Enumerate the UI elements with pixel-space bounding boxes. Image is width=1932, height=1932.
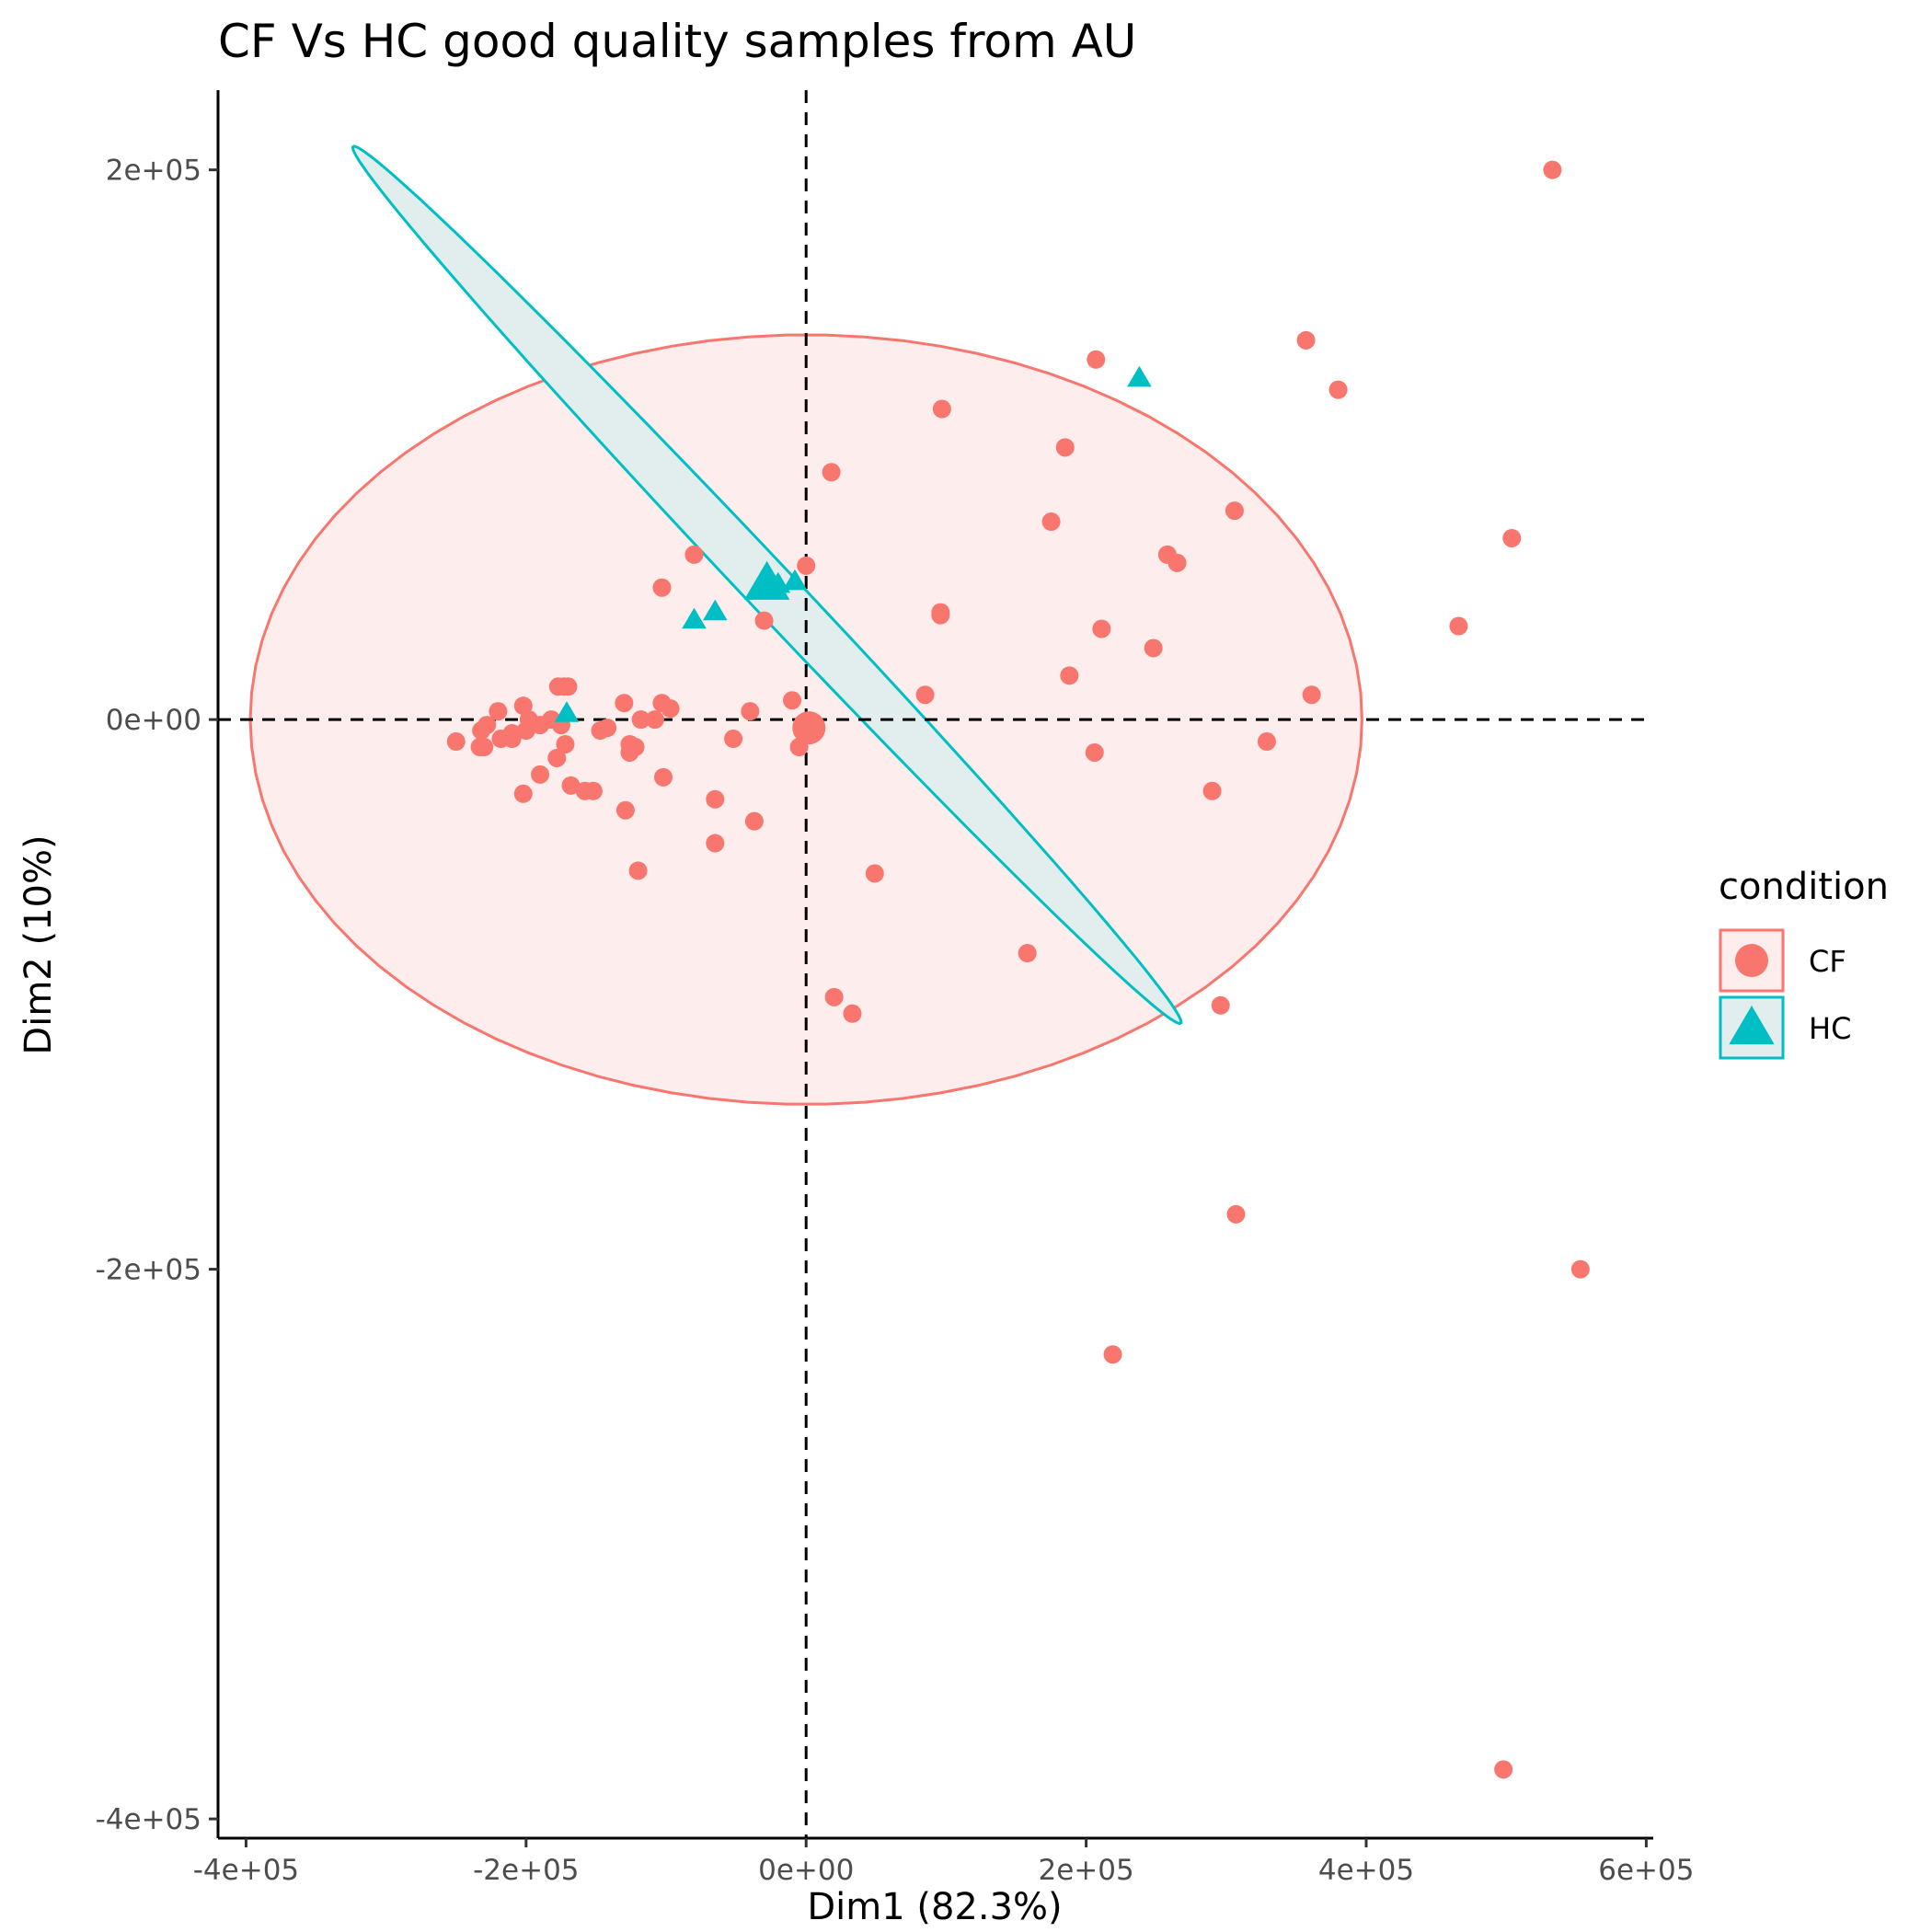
data-point-cf xyxy=(628,861,648,880)
data-point-cf xyxy=(1103,1345,1122,1364)
data-point-cf xyxy=(724,730,743,749)
y-tick-label: 0e+00 xyxy=(106,704,201,737)
data-point-cf xyxy=(822,463,841,482)
data-point-cf xyxy=(645,710,664,730)
reference-lines xyxy=(218,90,1653,1838)
x-tick-label: -4e+05 xyxy=(193,1854,299,1887)
x-tick-label: 6e+05 xyxy=(1598,1854,1694,1887)
legend-key-cf xyxy=(1719,928,1785,993)
data-point-cf xyxy=(1087,350,1106,369)
data-point-cf xyxy=(477,716,497,735)
x-axis-title: Dim1 (82.3%) xyxy=(807,1886,1062,1928)
data-point-cf xyxy=(653,767,673,787)
x-tick-label: 4e+05 xyxy=(1318,1854,1414,1887)
data-point-cf xyxy=(1211,995,1230,1015)
data-point-cf xyxy=(783,691,801,710)
data-point-cf xyxy=(556,735,575,754)
data-point-cf xyxy=(1055,438,1075,457)
data-point-cf xyxy=(626,737,645,756)
data-point-cf xyxy=(615,800,635,820)
legend-title: condition xyxy=(1719,866,1889,908)
legend-label-hc: HC xyxy=(1809,1011,1851,1046)
data-point-cf xyxy=(754,611,774,630)
data-point-cf xyxy=(1570,1259,1590,1279)
data-point-hc xyxy=(554,701,580,722)
axes: -4e+05 -2e+05 0e+00 2e+05 4e+05 6e+05 2e+05 0e+… xyxy=(96,90,1694,1887)
legend-symbol-cf xyxy=(1735,944,1768,977)
data-point-cf xyxy=(1144,638,1163,658)
data-point-cf xyxy=(706,789,725,809)
data-point-hc xyxy=(1127,365,1152,387)
data-point-cf xyxy=(684,545,704,564)
data-point-cf xyxy=(661,699,680,719)
data-point-cf xyxy=(1257,732,1276,752)
data-point-cf xyxy=(583,781,603,800)
data-point-cf xyxy=(475,737,494,756)
data-point-cf xyxy=(615,694,634,713)
data-point-cf xyxy=(531,765,550,784)
data-point-cf xyxy=(561,776,581,795)
data-point-cf xyxy=(1060,666,1079,685)
data-point-cf xyxy=(1502,528,1522,547)
y-tick-label: -4e+05 xyxy=(96,1803,201,1836)
data-point-cf xyxy=(1092,619,1111,638)
data-point-cf xyxy=(502,730,522,749)
data-points xyxy=(446,160,1590,1779)
data-point-cf xyxy=(547,748,567,767)
data-point-cf xyxy=(1494,1760,1513,1779)
data-point-cf xyxy=(843,1004,862,1023)
data-point-cf xyxy=(548,677,568,696)
data-point-hc xyxy=(682,607,707,629)
data-point-cf xyxy=(915,685,935,705)
data-point-cf xyxy=(446,732,466,752)
data-point-cf xyxy=(1167,553,1187,572)
data-point-cf xyxy=(824,987,844,1006)
y-tick-label: 2e+05 xyxy=(106,155,201,188)
legend-label-cf: CF xyxy=(1809,944,1846,979)
data-point-cf xyxy=(1085,742,1104,762)
data-point-cf xyxy=(797,556,816,575)
data-point-cf xyxy=(489,702,508,721)
data-point-cf xyxy=(744,811,764,831)
data-point-cf xyxy=(531,716,550,735)
data-point-cf xyxy=(1296,330,1316,350)
data-point-cf xyxy=(865,864,884,883)
data-point-cf xyxy=(1018,944,1037,963)
data-point-cf xyxy=(591,721,610,741)
y-tick-label: -2e+05 xyxy=(96,1254,201,1287)
data-point-cf xyxy=(1302,685,1321,705)
data-point-cf xyxy=(513,784,533,803)
data-point-cf xyxy=(1225,501,1244,521)
data-point-cf xyxy=(1449,616,1468,636)
data-point-cf xyxy=(652,578,672,597)
data-point-cf xyxy=(706,834,725,853)
data-point-cf xyxy=(1202,781,1222,800)
data-point-cf xyxy=(932,399,951,419)
legend-symbol-hc xyxy=(1729,1006,1775,1045)
centroid-cf xyxy=(792,711,826,745)
data-point-cf xyxy=(631,710,650,730)
data-point-cf xyxy=(931,603,950,622)
y-axis-title: Dim2 (10%) xyxy=(17,834,60,1054)
chart-title: CF Vs HC good quality samples from AU xyxy=(218,15,1136,68)
x-tick-label: 2e+05 xyxy=(1039,1854,1134,1887)
centroid-hc xyxy=(743,560,790,600)
data-point-hc xyxy=(703,599,728,621)
data-point-cf xyxy=(1226,1204,1246,1224)
data-point-hc xyxy=(782,569,808,591)
data-point-cf xyxy=(1543,160,1562,179)
data-point-cf xyxy=(1041,512,1061,532)
data-point-cf xyxy=(1328,380,1348,399)
x-tick-label: -2e+05 xyxy=(473,1854,579,1887)
data-point-cf xyxy=(741,702,760,721)
x-tick-label: 0e+00 xyxy=(758,1854,854,1887)
legend: condition CF HC xyxy=(1719,866,1889,1060)
